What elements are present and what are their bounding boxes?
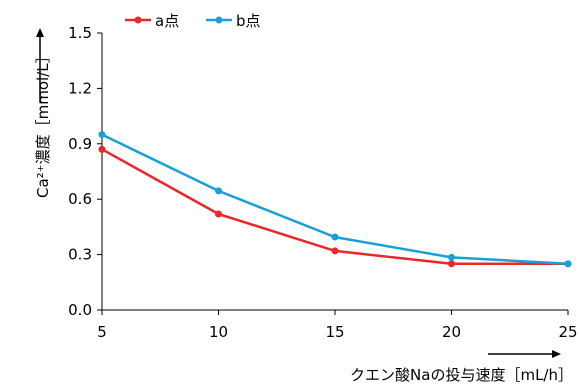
x-axis-arrow-icon xyxy=(552,350,561,358)
legend-item-b: b点 xyxy=(206,12,261,30)
y-tick-label: 0.0 xyxy=(68,301,92,319)
data-point-series-1 xyxy=(215,187,222,195)
data-point-series-0 xyxy=(215,210,222,218)
y-tick-label: 0.3 xyxy=(68,246,92,264)
legend-label-a: a点 xyxy=(155,12,179,30)
y-axis-title: Ca²⁺濃度［mmol/L］ xyxy=(34,48,52,198)
y-axis-title-group: Ca²⁺濃度［mmol/L］ xyxy=(34,28,52,198)
legend: a点 b点 xyxy=(125,12,261,30)
x-axis-title-group: クエン酸Naの投与速度［mL/h］ xyxy=(350,350,573,384)
y-axis-arrow-icon xyxy=(36,28,44,37)
data-point-series-0 xyxy=(331,247,339,255)
y-tick-label: 0.6 xyxy=(68,190,92,208)
x-tick-label: 10 xyxy=(209,323,228,341)
x-tick-label: 5 xyxy=(97,323,107,341)
y-tick-label: 1.2 xyxy=(68,79,92,97)
data-point-series-1 xyxy=(331,233,339,241)
y-axis-ticks: 0.0 0.3 0.6 0.9 1.2 1.5 xyxy=(68,24,102,319)
x-tick-label: 20 xyxy=(442,323,461,341)
data-point-series-0 xyxy=(98,145,106,153)
legend-marker-b xyxy=(215,16,223,24)
x-axis-ticks: 5 10 15 20 25 xyxy=(97,310,578,341)
series-layer xyxy=(98,131,572,268)
x-tick-label: 25 xyxy=(558,323,577,341)
series-line-0 xyxy=(101,148,568,266)
legend-marker-a xyxy=(134,16,142,24)
data-point-series-1 xyxy=(98,131,106,139)
series-line-1 xyxy=(101,133,569,266)
data-point-series-0 xyxy=(448,260,455,268)
legend-item-a: a点 xyxy=(125,12,179,30)
x-axis-title: クエン酸Naの投与速度［mL/h］ xyxy=(350,366,573,384)
y-tick-label: 0.9 xyxy=(68,135,92,153)
data-point-series-1 xyxy=(564,260,572,268)
legend-label-b: b点 xyxy=(236,12,261,30)
y-tick-label: 1.5 xyxy=(68,24,92,42)
data-point-series-1 xyxy=(448,253,455,261)
x-tick-label: 15 xyxy=(325,323,344,341)
